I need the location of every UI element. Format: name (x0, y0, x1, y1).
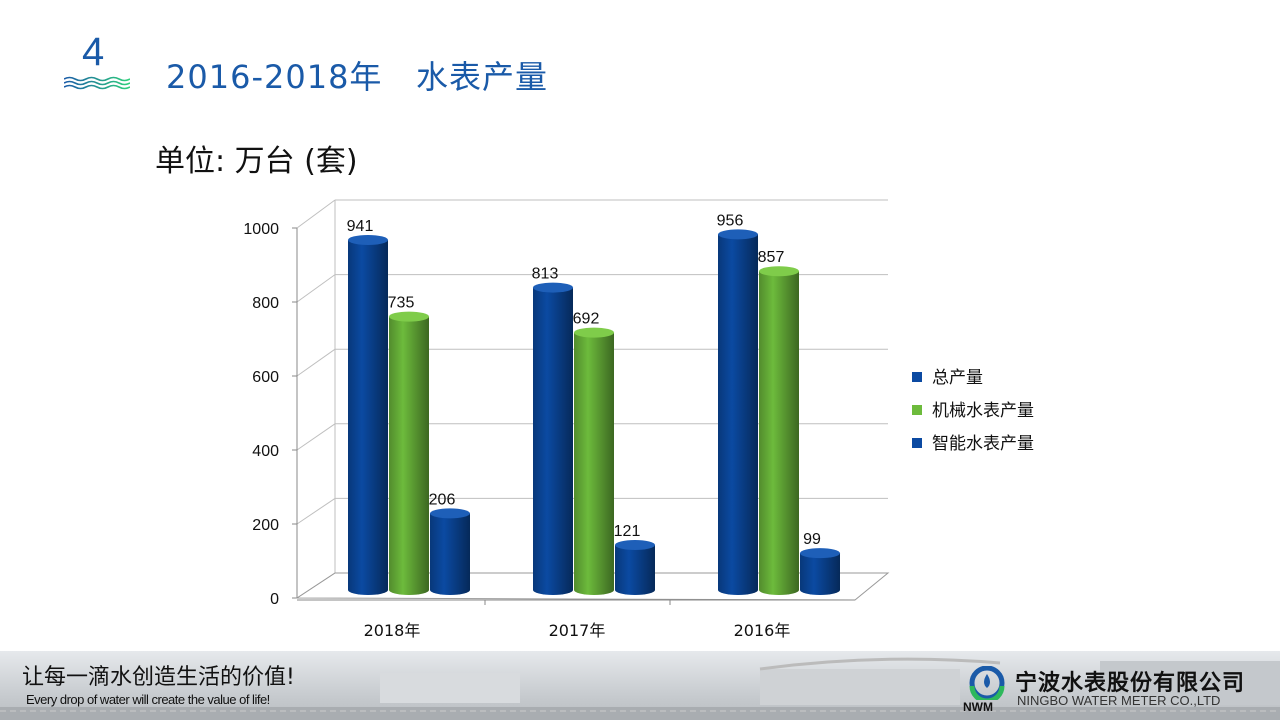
gridline-side (296, 274, 336, 303)
bar-body (718, 234, 758, 596)
data-label: 941 (347, 218, 374, 235)
unit-label: 单位: 万台 (套) (155, 144, 358, 179)
bar-body (533, 287, 573, 595)
bar-top (615, 539, 655, 550)
y-tick-label: 800 (252, 295, 279, 312)
data-label: 121 (614, 523, 641, 540)
bar-body (389, 316, 429, 595)
bar-body (348, 239, 388, 595)
bar-2-1 (759, 266, 799, 595)
y-tick-label: 1000 (243, 221, 279, 238)
legend-label: 机械水表产量 (932, 401, 1034, 421)
bar-body (574, 332, 614, 595)
company-name-en: NINGBO WATER METER CO.,LTD (1017, 693, 1221, 708)
slogan-en: Every drop of water will create the valu… (26, 692, 270, 707)
y-tick-label: 400 (252, 443, 279, 460)
bar-body (759, 271, 799, 595)
x-tick-label: 2016年 (734, 621, 791, 640)
data-label: 813 (532, 266, 559, 283)
bar-0-2 (430, 508, 470, 595)
data-label: 99 (803, 531, 821, 548)
bar-top (574, 327, 614, 338)
section-number: 4 (82, 30, 105, 74)
x-tick-label: 2018年 (364, 621, 421, 640)
bar-top (718, 229, 758, 240)
logo-text: NWM (963, 700, 993, 714)
legend-label: 总产量 (932, 368, 983, 388)
gridline-side (296, 497, 336, 525)
data-label: 956 (717, 212, 744, 229)
bar-1-1 (574, 327, 614, 595)
bar-2-2 (800, 548, 840, 595)
legend-swatch (912, 438, 922, 448)
page-title: 2016-2018年 水表产量 (166, 58, 548, 96)
data-label: 735 (388, 295, 415, 312)
bar-top (348, 234, 388, 245)
bar-1-2 (615, 539, 655, 595)
floor (295, 572, 890, 601)
bar-body (430, 513, 470, 595)
bar-top (533, 282, 573, 293)
bar-0-1 (389, 311, 429, 595)
data-label: 692 (573, 311, 600, 328)
bar-body (615, 544, 655, 595)
bar-top (389, 311, 429, 322)
bar-top (430, 508, 470, 519)
legend-swatch (912, 372, 922, 382)
bar-1-0 (533, 282, 573, 595)
data-label: 206 (429, 491, 456, 508)
x-tick-label: 2017年 (549, 621, 606, 640)
y-tick-label: 600 (252, 369, 279, 386)
bar-body (800, 553, 840, 595)
company-name-cn: 宁波水表股份有限公司 (1015, 671, 1246, 696)
gridline-side (296, 348, 336, 377)
building-image (0, 657, 1280, 720)
legend-swatch (912, 405, 922, 415)
gridline-side (296, 423, 336, 451)
gridline-side (296, 199, 336, 229)
bar-top (759, 266, 799, 277)
footer-banner: 让每一滴水创造生活的价值! Every drop of water will c… (0, 651, 1280, 720)
bar-2-0 (718, 229, 758, 596)
y-tick-label: 200 (252, 517, 279, 534)
bar-0-0 (348, 234, 388, 595)
company-logo-icon (969, 666, 1005, 700)
bar-chart: 0 200 400 600 800 1000 941 735 206 2018年 813 692 121… (243, 199, 1034, 640)
waves-icon (64, 76, 130, 90)
legend-label: 智能水表产量 (932, 434, 1034, 454)
y-tick-label: 0 (270, 591, 279, 608)
bar-top (800, 548, 840, 559)
data-label: 857 (758, 249, 785, 266)
slogan-cn: 让每一滴水创造生活的价值! (22, 665, 295, 690)
